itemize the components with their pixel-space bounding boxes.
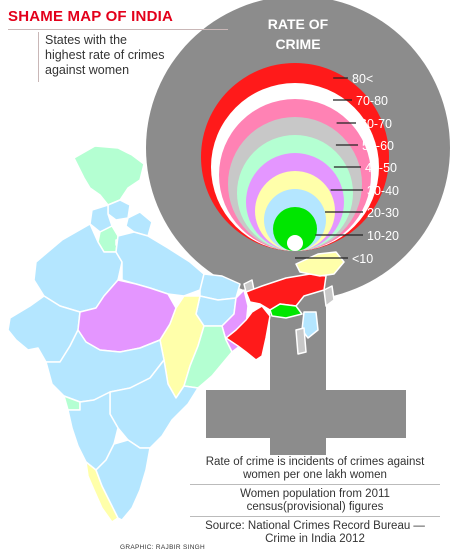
- state-karnataka: [67, 391, 119, 471]
- legend-leaders: [295, 77, 363, 259]
- state-odisha: [183, 325, 233, 389]
- legend-swatch-core: [287, 235, 303, 251]
- note-population: Women population from 2011 census(provis…: [240, 488, 390, 513]
- state-himachal: [107, 199, 131, 221]
- state-andhra-pradesh: [109, 359, 199, 449]
- state-meghalaya: [269, 303, 303, 319]
- legend-label: 20-30: [367, 206, 399, 220]
- graphic-credit: GRAPHIC: RAJBIR SINGH: [120, 544, 206, 551]
- notes-block: Rate of crime is incidents of crimes aga…: [190, 456, 440, 546]
- legend-label: 70-80: [356, 94, 388, 108]
- page-title: SHAME MAP OF INDIA: [8, 8, 173, 25]
- legend-title: RATE OF CRIME: [267, 16, 329, 52]
- state-manipur: [301, 311, 319, 339]
- state-mizoram: [295, 327, 307, 355]
- state-assam: [245, 273, 327, 311]
- note-divider: [190, 484, 440, 485]
- state-tripura: [225, 305, 271, 361]
- legend-label: 10-20: [367, 229, 399, 243]
- venus-crossbar: [206, 390, 406, 438]
- state-nagaland: [323, 285, 335, 307]
- legend-label: 60-70: [360, 117, 392, 131]
- legend-label: 80<: [352, 72, 374, 86]
- page-subtitle: States with the highest rate of crimes a…: [45, 33, 165, 77]
- state-tamil-nadu: [95, 439, 151, 521]
- legend-circles: [201, 63, 389, 251]
- title-divider: [8, 29, 228, 30]
- legend-label: <10: [352, 252, 374, 266]
- legend-label: 30-40: [367, 184, 399, 198]
- note-source: Source: National Crimes Record Bureau — …: [205, 520, 425, 545]
- legend-label: 40-50: [365, 161, 397, 175]
- legend-label: 50-60: [362, 139, 394, 153]
- state-jammu-kashmir: [73, 145, 145, 206]
- note-definition: Rate of crime is incidents of crimes aga…: [205, 456, 425, 481]
- note-divider: [190, 516, 440, 517]
- subtitle-divider: [38, 32, 39, 82]
- india-map: [7, 145, 345, 523]
- legend-swatch: [273, 207, 317, 251]
